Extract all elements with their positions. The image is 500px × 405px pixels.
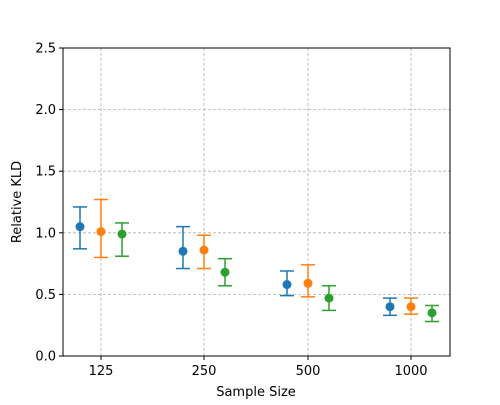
x-axis-title: Sample Size: [216, 385, 296, 400]
y-tick-label: 1.5: [35, 165, 56, 180]
data-point: [75, 222, 85, 232]
data-point: [324, 293, 334, 303]
data-layer: [73, 198, 439, 323]
x-tick-label: 500: [296, 364, 321, 379]
data-point: [282, 280, 292, 290]
data-point: [117, 229, 127, 239]
y-axis-title: Relative KLD: [10, 161, 25, 243]
data-point: [303, 278, 313, 288]
data-point: [199, 245, 209, 255]
y-tick-label: 2.0: [35, 103, 56, 118]
x-tick-label: 250: [192, 364, 217, 379]
y-tick-label: 2.5: [35, 42, 56, 57]
data-point: [385, 302, 395, 312]
data-point: [406, 302, 416, 312]
data-point: [178, 246, 188, 256]
y-tick-label: 0.5: [35, 288, 56, 303]
y-tick-label: 1.0: [35, 226, 56, 241]
data-point: [96, 227, 106, 237]
data-point: [220, 267, 230, 277]
y-tick-label: 0.0: [35, 350, 56, 365]
x-tick-label: 125: [89, 364, 114, 379]
x-tick-label: 1000: [394, 364, 427, 379]
tick-layer: 0.0 0.5 1.0 1.5 2.0 2.5 125 250 500 1000: [35, 42, 427, 380]
data-point: [427, 308, 437, 318]
plot-frame: [62, 47, 451, 357]
